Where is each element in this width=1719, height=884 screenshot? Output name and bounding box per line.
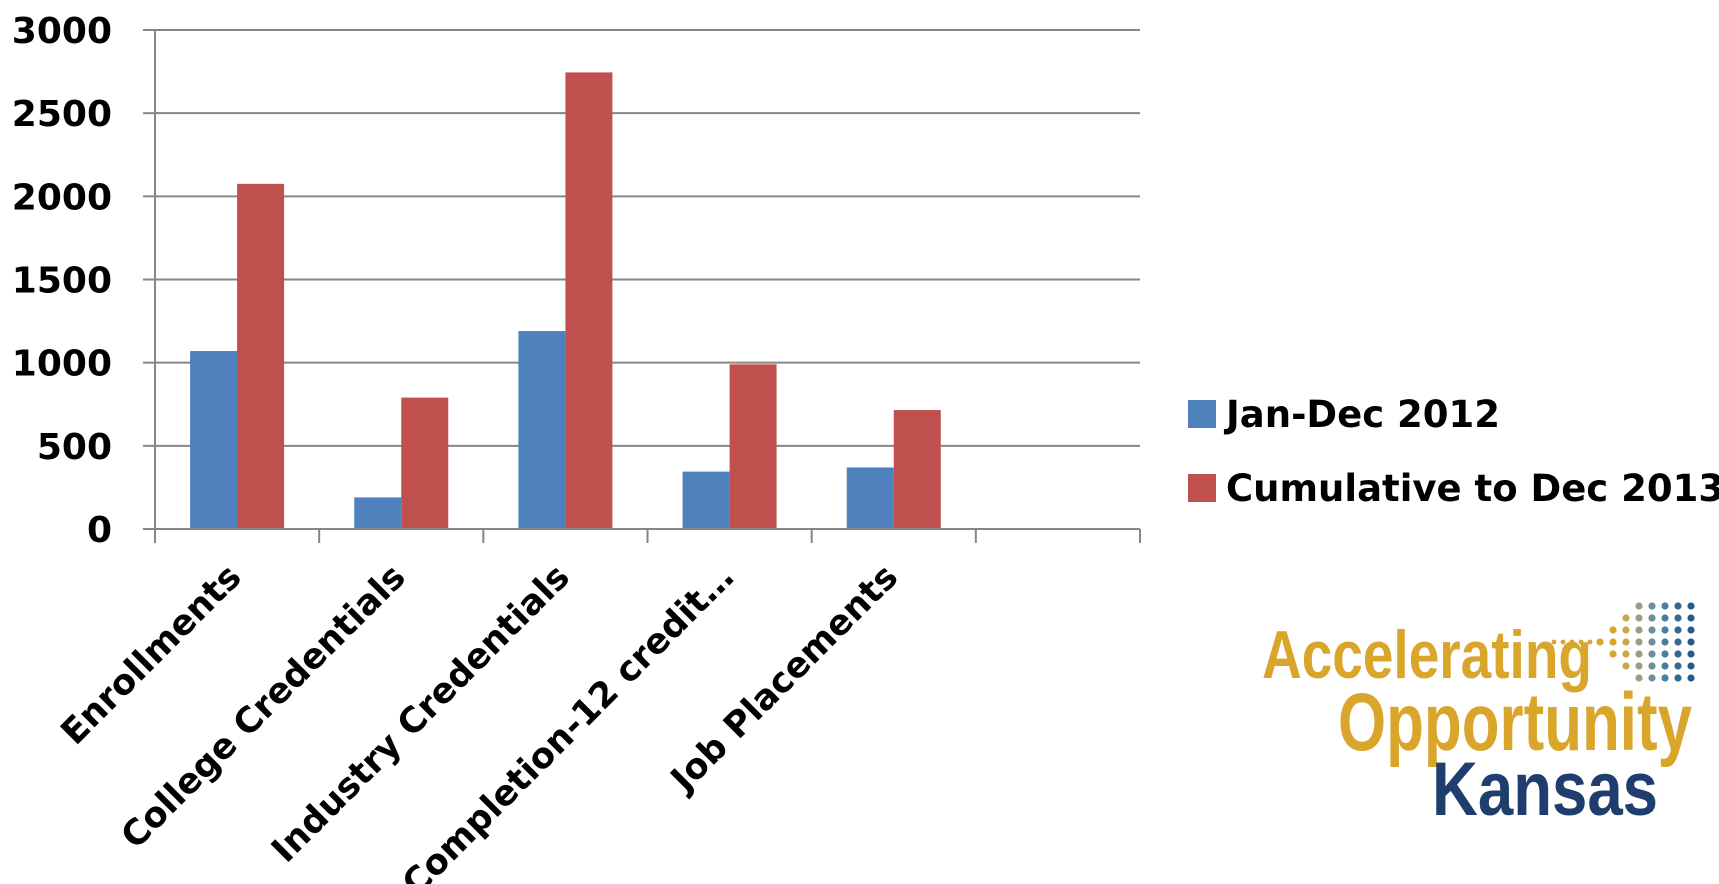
legend: Jan-Dec 2012 Cumulative to Dec 2013 <box>1188 393 1719 510</box>
y-tick-label: 2500 <box>12 94 112 135</box>
logo-line-kansas: Kansas <box>1432 747 1658 832</box>
logo-dot <box>1687 614 1695 622</box>
logo-dot <box>1609 638 1617 646</box>
logo-dot <box>1609 626 1617 634</box>
logo-dot <box>1674 674 1682 682</box>
y-tick-label: 1500 <box>12 261 112 302</box>
legend-label: Jan-Dec 2012 <box>1223 393 1500 436</box>
logo-dot <box>1661 662 1669 670</box>
logo-dot <box>1648 602 1656 610</box>
logo-dot <box>1674 614 1682 622</box>
logo-dot <box>1560 639 1566 645</box>
logo-dot <box>1569 639 1575 645</box>
logo-dot <box>1687 602 1695 610</box>
logo-dot <box>1661 626 1669 634</box>
bar-jan-dec-2012-1 <box>354 497 402 529</box>
logo-dot <box>1648 614 1656 622</box>
logo-dot <box>1635 650 1643 658</box>
logo-dot <box>1622 614 1630 622</box>
accelerating-opportunity-kansas-logo: Accelerating Opportunity Kansas <box>1262 602 1695 832</box>
bar-cumulative-dec-2013-2 <box>565 72 613 529</box>
bar-jan-dec-2012-2 <box>518 331 566 529</box>
logo-dot <box>1551 639 1557 645</box>
legend-swatch-jan-dec-2012 <box>1188 400 1216 428</box>
logo-dot <box>1635 638 1643 646</box>
bar-cumulative-dec-2013-1 <box>401 397 449 529</box>
legend-label: Cumulative to Dec 2013 <box>1226 467 1719 510</box>
y-tick-label: 1000 <box>12 344 112 385</box>
x-category-label: Completion-12 credit… <box>395 557 742 884</box>
x-category-label: Industry Credentials <box>264 557 577 870</box>
gridlines <box>155 29 1140 447</box>
logo-dot <box>1635 674 1643 682</box>
y-axis: 0 500 1000 1500 2000 2500 3000 <box>12 11 156 551</box>
logo-dot <box>1674 602 1682 610</box>
logo-dot <box>1687 662 1695 670</box>
x-category-label: College Credentials <box>114 557 414 857</box>
logo-dot <box>1648 674 1656 682</box>
logo-dot <box>1661 614 1669 622</box>
logo-dot <box>1661 674 1669 682</box>
logo-dot <box>1661 650 1669 658</box>
logo-dot <box>1635 662 1643 670</box>
bar-cumulative-dec-2013-3 <box>729 364 777 529</box>
logo-dot <box>1596 638 1604 646</box>
logo-dot <box>1674 650 1682 658</box>
y-tick-label: 0 <box>87 510 112 551</box>
logo-dot <box>1674 662 1682 670</box>
logo-line-accelerating: Accelerating <box>1262 617 1592 693</box>
bars <box>190 72 941 529</box>
logo-line-opportunity: Opportunity <box>1338 677 1692 768</box>
logo-dot <box>1635 602 1643 610</box>
logo-dot <box>1622 662 1630 670</box>
logo-dot <box>1635 614 1643 622</box>
logo-dot <box>1648 638 1656 646</box>
bar-jan-dec-2012-3 <box>682 471 730 529</box>
logo-dot <box>1687 638 1695 646</box>
logo-dot <box>1622 638 1630 646</box>
logo-dot <box>1622 650 1630 658</box>
logo-dot <box>1687 650 1695 658</box>
logo-dot <box>1648 650 1656 658</box>
logo-dot <box>1635 626 1643 634</box>
y-tick-label: 500 <box>37 427 112 468</box>
logo-dots-graphic <box>1551 602 1695 682</box>
legend-swatch-cumulative-dec-2013 <box>1188 474 1216 502</box>
logo-dot <box>1648 626 1656 634</box>
logo-dot <box>1622 626 1630 634</box>
logo-dot <box>1687 626 1695 634</box>
logo-dot <box>1648 662 1656 670</box>
bar-cumulative-dec-2013-4 <box>893 410 941 529</box>
bar-jan-dec-2012-4 <box>846 467 894 529</box>
bar-cumulative-dec-2013-0 <box>237 183 285 529</box>
logo-dot <box>1609 650 1617 658</box>
logo-dot <box>1674 626 1682 634</box>
logo-dot <box>1687 674 1695 682</box>
bar-jan-dec-2012-0 <box>190 351 238 529</box>
logo-dot <box>1578 639 1584 645</box>
logo-dot <box>1661 602 1669 610</box>
y-tick-label: 2000 <box>12 177 112 218</box>
logo-dot <box>1674 638 1682 646</box>
logo-dot <box>1587 639 1593 645</box>
y-tick-label: 3000 <box>12 11 112 52</box>
logo-dot <box>1661 638 1669 646</box>
